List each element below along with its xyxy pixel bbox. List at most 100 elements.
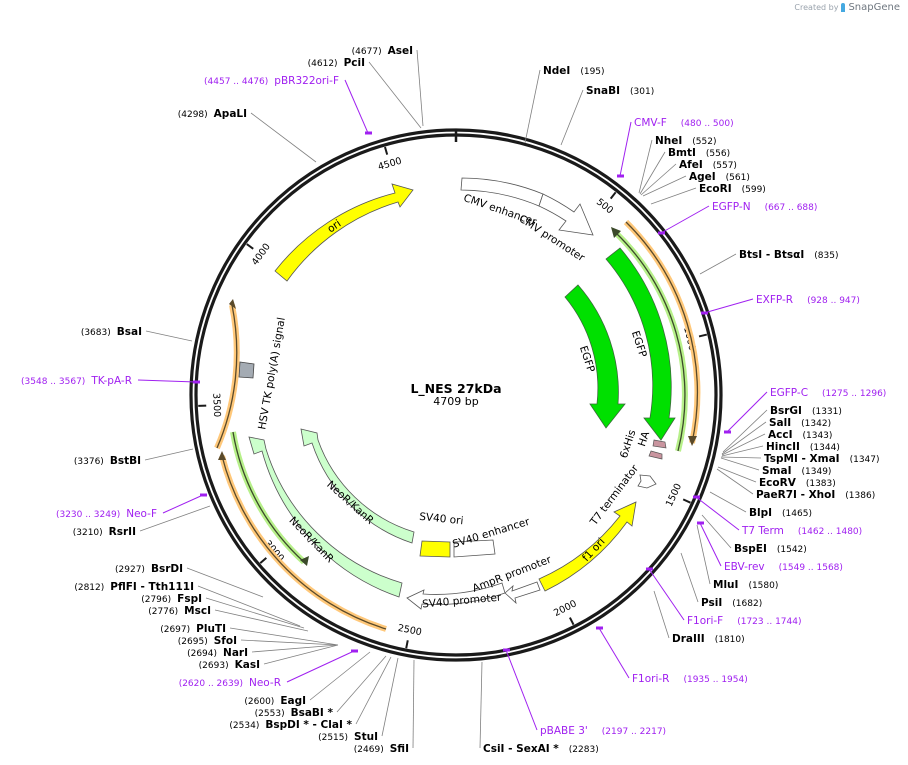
- primer-site[interactable]: pBABE 3' (2197 .. 2217): [503, 648, 666, 738]
- enzyme-site[interactable]: (4612) PciI: [308, 57, 422, 129]
- primer-site[interactable]: T7 Term (1462 .. 1480): [693, 495, 862, 538]
- enzyme-site[interactable]: PsiI (1682): [680, 552, 762, 609]
- primer-site[interactable]: (3548 .. 3567) TK-pA-R: [21, 375, 200, 387]
- enzyme-position: (2927): [115, 565, 145, 575]
- enzyme-site[interactable]: (3683) BsaI: [81, 326, 193, 342]
- svg-text:CMV-F(480 .. 500): CMV-F (480 .. 500): [634, 117, 734, 129]
- primer-site[interactable]: F1ori-F (1723 .. 1744): [646, 567, 802, 628]
- enzyme-site[interactable]: SnaBI (301): [560, 85, 654, 146]
- enzyme-site[interactable]: EcoRV (1383): [717, 466, 836, 489]
- enzyme-site[interactable]: (2697) PluTI: [160, 623, 339, 646]
- enzyme-site[interactable]: DraIII (1810): [653, 590, 745, 645]
- enzyme-name: AseI: [388, 45, 413, 57]
- enzyme-site[interactable]: AgeI (561): [642, 171, 750, 197]
- feature-6xhis[interactable]: [648, 450, 663, 460]
- label-ha: HA: [636, 429, 652, 448]
- enzyme-site[interactable]: (2796) FspI: [141, 593, 305, 629]
- svg-text:SalI(1342): SalI (1342): [769, 417, 831, 429]
- feature-cmv-promoter[interactable]: [538, 193, 594, 236]
- svg-text:(2695)SfoI: (2695) SfoI: [178, 635, 237, 647]
- svg-text:F1ori-R(1935 .. 1954): F1ori-R (1935 .. 1954): [632, 673, 748, 685]
- enzyme-site[interactable]: AccI (1343): [721, 429, 832, 456]
- svg-text:CsiI - SexAI *(2283): CsiI - SexAI * (2283): [483, 743, 599, 755]
- enzyme-site[interactable]: (2469) SfiI: [354, 659, 415, 755]
- enzyme-name: AgeI: [689, 171, 716, 183]
- tick-label: 500: [594, 197, 615, 217]
- primer-site[interactable]: EXFP-R (928 .. 947): [701, 294, 860, 315]
- enzyme-site[interactable]: (3376) BstBI: [74, 448, 194, 467]
- enzyme-site[interactable]: EcoRI (599): [650, 183, 766, 205]
- primer-sites: (4457 .. 4476) pBR322ori-F CMV-F (480 .. 50…: [21, 75, 886, 737]
- feature-egfp-outer[interactable]: [605, 247, 676, 441]
- enzyme-position: (4677): [352, 47, 382, 57]
- enzyme-site[interactable]: (3210) RsrII: [73, 505, 211, 538]
- primer-site[interactable]: EGFP-C (1275 .. 1296): [724, 387, 886, 434]
- enzyme-name: MluI: [713, 579, 738, 591]
- feature-sv40-enhancer[interactable]: [453, 539, 496, 558]
- primer-site[interactable]: F1ori-R (1935 .. 1954): [596, 626, 748, 686]
- primer-site[interactable]: EGFP-N (667 .. 688): [658, 201, 817, 235]
- feature-f1-ori[interactable]: [538, 501, 637, 592]
- enzyme-site[interactable]: BtsI - BtsαI (835): [699, 249, 838, 275]
- primer-range: (1935 .. 1954): [683, 675, 747, 685]
- primer-site[interactable]: (2620 .. 2639) Neo-R: [179, 649, 358, 690]
- snapgene-credit[interactable]: Created by SnapGene: [794, 2, 900, 13]
- enzyme-site[interactable]: TspMI - XmaI (1347): [720, 453, 880, 465]
- enzyme-name: NheI: [655, 135, 682, 147]
- enzyme-position: (2553): [255, 709, 285, 719]
- enzyme-site[interactable]: (2553) BsaBI *: [255, 655, 387, 719]
- enzyme-site[interactable]: (2693) KasI: [199, 644, 339, 671]
- tick-label: 2500: [397, 623, 423, 638]
- enzyme-site[interactable]: BsrGI (1331): [722, 405, 842, 453]
- enzyme-site[interactable]: SalI (1342): [721, 417, 831, 455]
- enzyme-site[interactable]: BmtI (556): [639, 147, 730, 195]
- feature-ha[interactable]: [652, 439, 667, 449]
- enzyme-site[interactable]: CsiI - SexAI * (2283): [479, 661, 599, 755]
- enzyme-position: (2694): [187, 649, 217, 659]
- enzyme-site[interactable]: AfeI (557): [640, 159, 737, 196]
- feature-egfp-inner[interactable]: [564, 284, 626, 429]
- enzyme-site[interactable]: (4298) ApaLI: [178, 108, 317, 163]
- credit-prefix: Created by: [794, 3, 839, 12]
- enzyme-site[interactable]: MluI (1580): [696, 524, 778, 591]
- enzyme-site[interactable]: (2812) PflFI - Tth111I: [74, 581, 301, 627]
- feature-ampr-promoter[interactable]: [504, 581, 541, 605]
- enzyme-position: (2283): [569, 745, 599, 755]
- enzyme-name: AccI: [768, 429, 792, 441]
- primer-site[interactable]: (4457 .. 4476) pBR322ori-F: [204, 75, 372, 135]
- svg-text:BsrGI(1331): BsrGI (1331): [770, 405, 842, 417]
- enzyme-site[interactable]: (2694) NarI: [187, 644, 339, 659]
- enzyme-name: TspMI - XmaI: [764, 453, 840, 465]
- enzyme-site[interactable]: (4677) AseI: [352, 45, 424, 127]
- feature-hsv-tk-polya[interactable]: [238, 361, 255, 379]
- enzyme-site[interactable]: (2515) StuI: [318, 657, 399, 743]
- feature-t7-terminator[interactable]: [637, 474, 657, 489]
- enzyme-site[interactable]: BlpI (1465): [709, 491, 812, 519]
- primer-site[interactable]: (3230 .. 3249) Neo-F: [56, 493, 207, 521]
- svg-text:(4298)ApaLI: (4298) ApaLI: [178, 108, 247, 120]
- enzyme-site[interactable]: NdeI (195): [524, 65, 605, 144]
- feature-neor-kanr-outer[interactable]: [248, 436, 403, 598]
- feature-sv40-promoter[interactable]: [406, 582, 506, 610]
- primer-site[interactable]: CMV-F (480 .. 500): [617, 117, 734, 178]
- enzyme-site[interactable]: (2534) BspDI * - ClaI *: [229, 656, 392, 731]
- enzyme-site[interactable]: (2776) MscI: [148, 605, 309, 632]
- enzyme-site[interactable]: SmaI (1349): [720, 457, 831, 477]
- feature-sv40-ori[interactable]: [419, 540, 451, 558]
- enzyme-site[interactable]: (2695) SfoI: [178, 635, 339, 647]
- enzyme-site[interactable]: (2927) BsrDI: [115, 563, 264, 598]
- enzyme-site[interactable]: PaeR7I - XhoI (1386): [716, 468, 875, 501]
- primer-site[interactable]: EBV-rev (1549 .. 1568): [697, 521, 843, 574]
- enzyme-site[interactable]: (2600) EagI: [244, 651, 371, 707]
- feature-neor-kanr-inner[interactable]: [300, 428, 415, 544]
- primer-name: pBABE 3': [540, 725, 588, 737]
- feature-ori[interactable]: [274, 183, 414, 282]
- svg-text:(2600)EagI: (2600) EagI: [244, 695, 306, 707]
- enzyme-site[interactable]: NheI (552): [638, 135, 717, 194]
- svg-text:EGFP-C(1275 .. 1296): EGFP-C (1275 .. 1296): [770, 387, 886, 399]
- plasmid-length: 4709 bp: [433, 395, 479, 408]
- orf-arcs: [214, 219, 701, 632]
- enzyme-site[interactable]: HincII (1344): [721, 441, 840, 457]
- enzyme-position: (2697): [160, 625, 190, 635]
- enzyme-site[interactable]: BspEI (1542): [701, 514, 807, 555]
